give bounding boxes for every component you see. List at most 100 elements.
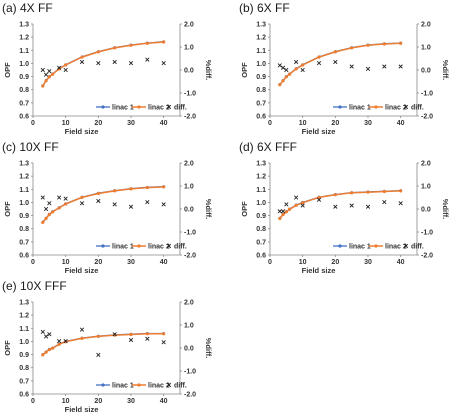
point-linac2 [113,333,117,337]
point-linac2 [284,210,288,214]
point-linac2 [162,332,166,336]
x-tick-label: 0 [31,398,35,405]
point-diff [112,202,117,207]
y-tick-label: 0.8 [256,226,266,233]
point-diff [145,199,150,205]
point-linac2 [350,46,354,50]
point-diff-stroke [382,199,387,205]
y-tick-label: 1.2 [256,174,266,181]
y2-tick-label: -2.0 [184,392,196,399]
legend-marker-linac1 [101,105,105,109]
point-diff-stroke [40,195,45,200]
y2-tick-label: -2.0 [184,253,196,260]
legend-label-diff: diff. [411,244,424,251]
point-diff [284,202,289,207]
point-linac2 [113,189,117,193]
y-tick-label: 0.6 [19,253,29,260]
x-axis-label: Field size [302,266,336,275]
legend-label-linac2: linac 2 [148,105,170,112]
chart-panel-d: (d) 6X FFF 0.6 0.7 0.8 0.9 1.0 1.1 1.2 1.3 -2.0 -1… [237,139,474,278]
point-diff [349,203,354,208]
point-diff-stroke [63,67,68,73]
point-diff-stroke [398,64,403,69]
point-linac2 [301,63,305,67]
y2-tick-label: -2.0 [421,114,433,121]
chart-panel-a: (a) 4X FF 0.6 0.7 0.8 0.9 1.0 1.1 1.2 1.3 -2.0 -1.… [0,0,237,139]
y-tick-label: 1.1 [19,187,29,194]
point-diff [79,201,85,206]
x-tick-label: 40 [397,259,405,266]
point-diff-stroke [79,327,85,332]
point-linac2 [44,216,48,221]
y2-tick-label: 0.0 [421,207,431,214]
point-diff [47,332,52,337]
series-line-linac2 [279,42,401,86]
y2-tick-label: 2.0 [184,22,194,29]
point-linac2 [288,72,292,76]
point-diff-stroke [333,59,338,65]
point-linac2 [145,332,149,336]
legend-label-linac1: linac 1 [112,244,134,251]
point-linac2 [317,55,321,59]
point-diff-stroke [128,337,134,343]
x-tick-label: 10 [62,120,70,127]
legend-label-diff: diff. [174,105,187,112]
x-tick-label: 40 [160,120,168,127]
y2-tick-label: 1.0 [184,184,194,191]
chart-b-svg: (b) 6X FF 0.6 0.7 0.8 0.9 1.0 1.1 1.2 1.3 -2.0 -1.… [239,1,450,136]
point-diff [96,198,101,204]
point-diff [382,199,387,205]
x-axis-label: Field size [65,405,99,414]
y2-tick-label: 1.0 [421,45,431,52]
x-tick-label: 10 [62,259,70,266]
point-linac2 [350,191,354,195]
legend-label-linac2: linac 2 [385,105,407,112]
y-tick-label: 1.3 [19,22,29,29]
y-tick-label: 1.3 [256,22,266,29]
y-tick-label: 0.8 [19,365,29,372]
point-linac2 [278,83,282,87]
x-tick-label: 20 [94,398,102,405]
point-linac2 [44,79,48,83]
y-tick-label: 1.2 [19,174,29,181]
legend-marker-diff [166,104,172,110]
y2-axis-label: %diff. [204,199,213,219]
y-tick-label: 0.6 [19,114,29,121]
point-diff [57,338,62,344]
y2-axis-label: %diff. [204,338,213,358]
point-linac2 [44,350,48,354]
y-tick-label: 1.1 [256,48,266,55]
point-diff [316,60,322,66]
point-diff-stroke [349,203,354,208]
point-diff [40,329,45,335]
x-tick-label: 0 [268,259,272,266]
point-diff [128,60,134,66]
point-diff [96,60,101,66]
chart-title: (c) 10X FF [2,140,59,154]
y-tick-label: 0.9 [19,74,29,81]
y-axis-label: OPF [240,201,249,217]
point-diff [47,201,52,206]
point-diff [128,337,134,343]
legend-marker-diff [403,243,409,249]
series-line-linac2 [42,186,164,223]
point-diff [316,197,322,202]
point-diff [280,209,286,214]
point-linac2 [333,193,337,197]
legend-marker-linac2 [374,244,378,248]
point-diff-stroke [145,336,150,341]
y-tick-label: 0.9 [256,74,266,81]
point-diff-stroke [284,202,289,207]
legend-marker-linac1 [338,105,342,109]
y-tick-label: 1.0 [19,339,29,346]
y-tick-label: 0.7 [256,239,266,246]
y2-axis-label: %diff. [204,60,213,80]
legend-label-linac1: linac 1 [349,244,371,251]
point-diff-stroke [316,197,322,202]
chart-e-svg: (e) 10X FFF 0.6 0.7 0.8 0.9 1.0 1.1 1.2 1.3 -2.0 -… [2,279,213,414]
y-axis-label: OPF [3,62,12,78]
series-line-linac2 [42,333,164,356]
point-linac2 [80,195,84,200]
y-tick-label: 0.9 [19,213,29,220]
